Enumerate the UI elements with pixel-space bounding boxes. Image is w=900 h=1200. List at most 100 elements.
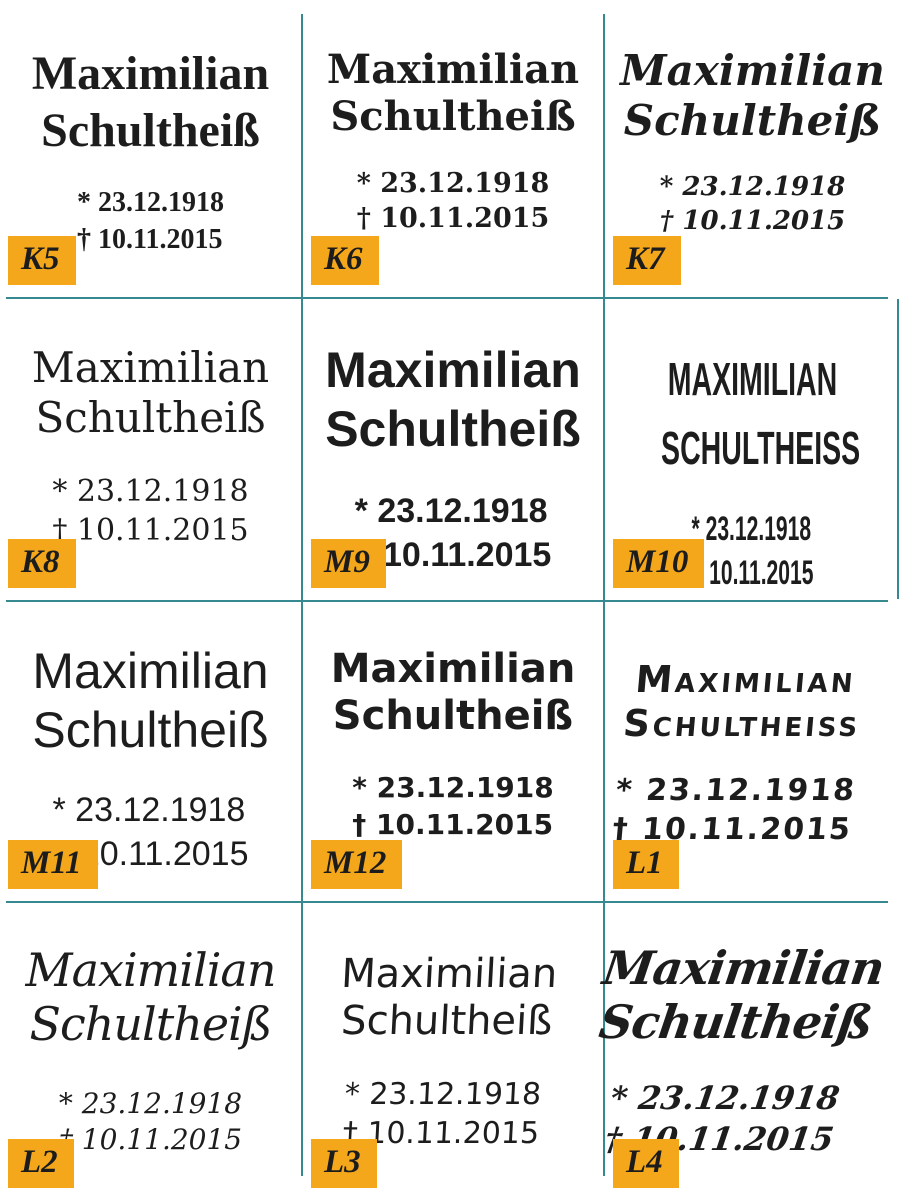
font-sample-m12[interactable]: Maximilian Schultheiß * 23.12.1918 † 10.… [303,602,603,901]
sample-dates: * 23.12.1918 † 10.11.2015 [59,1086,242,1159]
name-line1: Maximilian [326,46,580,93]
sample-content: Maximilian Schultheiß * 23.12.1918 † 10.… [0,299,301,550]
font-sample-l3[interactable]: Maximilian Schultheiß * 23.12.1918 † 10.… [303,903,603,1200]
row-divider-2 [6,600,888,602]
name-line1: Maximilian [325,342,581,398]
sample-name: Maximilian Schultheiß [584,941,894,1050]
name-line1: Maximilian [31,343,270,392]
sample-dates: * 23.12.1918 † 10.11.2015 [611,771,858,849]
sample-content: Maximilian Schultheiß * 23.12.1918 † 10.… [290,903,603,1153]
font-sample-k5[interactable]: Maximilian Schultheiß * 23.12.1918 † 10.… [0,0,301,297]
death-date: † 10.11.2015 [659,205,846,236]
sample-content: MAXIMILIAN SCHULTHEISS * 23.12.1918 † 10… [661,299,861,595]
font-sample-k7[interactable]: Maximilian Schultheiß * 23.12.1918 † 10.… [605,0,900,297]
sample-content: Maximilian Schultheiß * 23.12.1918 † 10.… [0,602,301,876]
sample-dates: * 23.12.1918 † 10.11.2015 [692,507,814,595]
sample-name: Maximilian Schultheiß [0,343,301,442]
sample-label-badge: L3 [311,1139,377,1188]
name-line1: Maximilian [599,941,888,995]
font-sample-l2[interactable]: Maximilian Schultheiß * 23.12.1918 † 10.… [0,903,301,1200]
sample-name: Maximilian Schultheiß [605,46,900,145]
name-line2: Schultheiß [29,997,272,1052]
name-line1: Maximilian [620,46,885,95]
font-sample-m11[interactable]: Maximilian Schultheiß * 23.12.1918 † 10.… [0,602,301,901]
birth-date: * 23.12.1918 [659,172,846,203]
birth-date: * 23.12.1918 [608,1078,842,1117]
birth-date: * 23.12.1918 [352,771,554,805]
sample-name: Maximilian Schultheiß [0,46,301,159]
sample-label-badge: M9 [311,539,386,588]
name-line2: Schultheiß [35,392,266,442]
death-date: † 10.11.2015 [354,536,552,575]
name-line1: Maximilian [340,951,559,997]
name-line1: Maximilian [330,646,576,692]
sample-label-badge: K7 [613,236,681,285]
sample-label-badge: K6 [311,236,379,285]
sample-content: Maximilian Schultheiß * 23.12.1918 † 10.… [303,0,603,237]
name-line1: Maximilian [25,943,277,997]
font-sample-m9[interactable]: Maximilian Schultheiß * 23.12.1918 † 10.… [303,299,603,600]
sample-label-badge: M10 [613,539,705,588]
column-divider-2 [603,14,605,1176]
sample-name: Maximilian Schultheiss [592,658,895,745]
name-line2: Schultheiß [41,103,260,157]
sample-content: Maximilian Schultheiß * 23.12.1918 † 10.… [0,903,301,1158]
sample-name: Maximilian Schultheiß [303,46,603,140]
name-line2: Schultheiß [330,93,576,141]
sample-dates: * 23.12.1918 † 10.11.2015 [52,472,248,550]
sample-name: Maximilian Schultheiß [296,951,601,1045]
name-line2: SCHULTHEISS [661,422,861,474]
sample-dates: * 23.12.1918 † 10.11.2015 [660,171,845,239]
font-sample-k8[interactable]: Maximilian Schultheiß * 23.12.1918 † 10.… [0,299,301,600]
birth-date: * 23.12.1918 [52,474,249,510]
birth-date: * 23.12.1918 [58,1086,243,1120]
birth-date: * 23.12.1918 [52,791,246,829]
name-line2: Schultheiß [325,401,581,457]
font-sample-l1[interactable]: Maximilian Schultheiss * 23.12.1918 † 10… [605,602,900,901]
sample-name: Maximilian Schultheiß [303,341,603,459]
font-sample-m10[interactable]: MAXIMILIAN SCHULTHEISS * 23.12.1918 † 10… [605,299,900,600]
sample-dates: * 23.12.1918 † 10.11.2015 [352,770,554,843]
sample-content: Maximilian Schultheiß * 23.12.1918 † 10.… [303,299,603,577]
row-divider-3 [6,901,888,903]
death-date: † 10.11.2015 [356,203,550,235]
right-edge-divider [897,299,899,599]
name-line1: Maximilian [31,47,270,100]
name-line1: Maximilian [633,658,858,701]
font-sample-k6[interactable]: Maximilian Schultheiß * 23.12.1918 † 10.… [303,0,603,297]
sample-name: Maximilian Schultheiß [0,642,301,760]
sample-label-badge: L2 [8,1139,74,1188]
sample-name: MAXIMILIAN SCHULTHEISS [661,345,861,483]
sample-label-badge: M11 [8,840,98,889]
death-date: † 10.11.2015 [77,223,223,255]
birth-date: * 23.12.1918 [614,773,858,809]
death-date: † 10.11.2015 [58,1122,243,1156]
sample-label-badge: K8 [8,539,76,588]
name-line2: Schultheiß [623,95,882,145]
sample-name: Maximilian Schultheiß [0,943,301,1052]
row-divider-1 [6,297,888,299]
sample-dates: * 23.12.1918 † 10.11.2015 [357,166,550,236]
death-date: † 10.11.2015 [52,513,249,549]
name-line1: MAXIMILIAN [667,353,838,405]
sample-content: Maximilian Schultheiß * 23.12.1918 † 10.… [605,0,900,239]
font-sample-l4[interactable]: Maximilian Schultheiß * 23.12.1918 † 10.… [596,903,900,1200]
name-line1: Maximilian [32,643,269,699]
sample-label-badge: M12 [311,840,403,889]
sample-label-badge: K5 [8,236,76,285]
birth-date: * 23.12.1918 [356,168,550,200]
birth-date: * 23.12.1918 [691,510,812,548]
death-date: † 10.11.2015 [352,807,554,841]
name-line2: Schultheiß [595,995,876,1050]
name-line2: Schultheiß [32,702,269,758]
birth-date: * 23.12.1918 [77,187,224,219]
birth-date: * 23.12.1918 [354,492,548,530]
sample-content: Maximilian Schultheiß * 23.12.1918 † 10.… [569,903,900,1161]
death-date: † 10.11.2015 [691,554,814,593]
sample-content: Maximilian Schultheiß * 23.12.1918 † 10.… [303,602,603,843]
birth-date: * 23.12.1918 [343,1077,543,1113]
name-line2: Schultheiss [621,701,863,745]
sample-label-badge: L1 [613,840,679,889]
name-line2: Schultheiß [340,998,554,1045]
